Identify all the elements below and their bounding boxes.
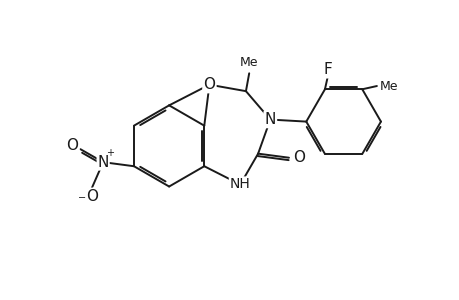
Text: O: O xyxy=(66,138,78,153)
Text: Me: Me xyxy=(379,80,398,92)
Text: +: + xyxy=(106,148,114,158)
Text: Me: Me xyxy=(240,56,258,69)
Text: NH: NH xyxy=(230,178,250,191)
Text: O: O xyxy=(292,150,304,165)
Text: F: F xyxy=(323,62,332,77)
Text: −: − xyxy=(78,193,86,203)
Text: N: N xyxy=(264,112,275,127)
Text: O: O xyxy=(86,189,98,204)
Text: N: N xyxy=(97,155,109,170)
Text: O: O xyxy=(203,77,215,92)
